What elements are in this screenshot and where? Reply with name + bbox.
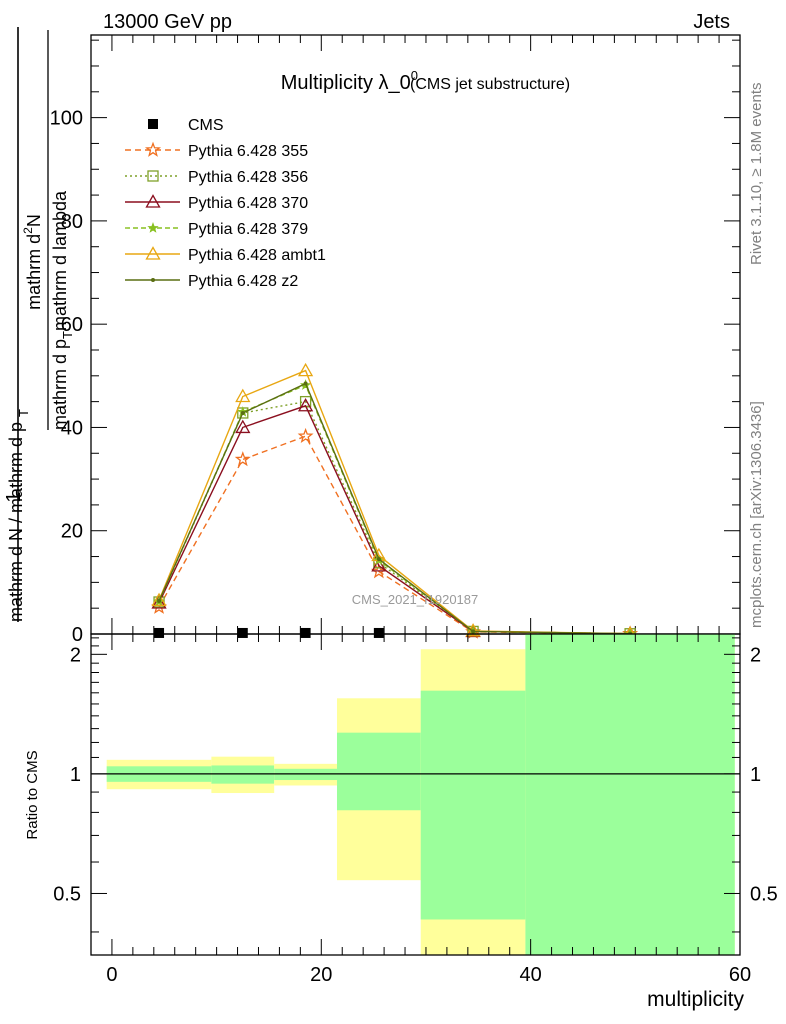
ylabel-outer-den-text: mathrm d N / mathrm d p T — [6, 409, 31, 622]
x-tick-label: 40 — [520, 964, 542, 986]
series-point-0-1 — [234, 451, 251, 467]
analysis-watermark: CMS_2021_I1920187 — [352, 592, 479, 607]
series-point-5-3 — [376, 557, 381, 562]
ylabel-outer-den-sub: T — [16, 409, 31, 417]
series-point-4-4 — [465, 623, 481, 637]
x-axis-label: multiplicity — [647, 988, 744, 1011]
ratio-stat-band-4 — [420, 690, 526, 920]
ylabel-inner-den-group: mathrm d pTmathrm d lambda — [50, 190, 75, 430]
ylabel-outer-den-a: mathrm d N / mathrm d p — [6, 417, 26, 622]
legend-label-4: Pythia 6.428 379 — [188, 221, 308, 238]
legend-marker-4 — [147, 222, 159, 233]
ylabel-inner-den-sub: T — [60, 331, 75, 339]
series-point-5-4 — [471, 629, 476, 634]
series-point-2-2 — [297, 397, 314, 412]
chart-title-sup: 0 — [411, 68, 418, 83]
series-point-2-0 — [151, 595, 167, 609]
legend-label-1: Pythia 6.428 355 — [188, 143, 308, 160]
legend-marker-1 — [145, 141, 161, 157]
legend-marker-2 — [147, 170, 159, 182]
ylabel-inner-den-a: mathrm d p — [50, 339, 70, 430]
series-line-0 — [158, 435, 631, 635]
series-point-4-0 — [151, 592, 167, 607]
main-ytick-label: 20 — [61, 521, 83, 543]
rivet-label: Rivet 3.1.10, ≥ 1.8M events — [748, 83, 765, 266]
main-plot-frame: 0 20 40 60 80 100 — [50, 34, 741, 646]
ylabel-inner-num-text: mathrm d2N — [21, 214, 44, 310]
process-label: Jets — [693, 11, 730, 33]
ratio-stat-band-3 — [336, 732, 421, 811]
ratio-ytick-label-right: 2 — [750, 644, 761, 666]
series-point-4-1 — [235, 388, 251, 403]
ratio-stat-band-1 — [211, 765, 275, 784]
data-point-0 — [154, 627, 165, 638]
series-point-2-1 — [235, 419, 251, 434]
main-ytick-label: 40 — [61, 417, 83, 439]
ylabel-one: 1 — [3, 491, 25, 502]
x-tick-label: 60 — [729, 964, 751, 986]
ratio-ytick-label-left: 0.5 — [53, 883, 81, 905]
series-point-4-2 — [297, 362, 314, 377]
legend-marker-3 — [145, 194, 161, 208]
data-point-1 — [237, 627, 248, 638]
ylabel-inner-den-text: mathrm d pTmathrm d lambda — [50, 190, 75, 430]
chart-subtitle: (CMS jet substructure) — [410, 76, 570, 93]
ratio-ylabel: Ratio to CMS — [24, 750, 41, 839]
legend-label-5: Pythia 6.428 ambt1 — [188, 247, 326, 264]
series-point-5-1 — [240, 410, 245, 415]
data-point-2 — [300, 627, 311, 638]
main-ytick-label: 0 — [72, 624, 83, 646]
legend-label-6: Pythia 6.428 z2 — [188, 273, 298, 290]
ratio-frame-border — [90, 633, 741, 956]
ratio-ytick-label-left: 1 — [70, 764, 81, 786]
mcplots-label: mcplots.cern.ch [arXiv:1306.3436] — [748, 401, 765, 628]
ylabel-outer-den-group: mathrm d N / mathrm d p T — [6, 409, 31, 622]
legend-label-0: CMS — [188, 117, 224, 134]
series-point-5-2 — [303, 381, 308, 386]
ylabel-one-group: 1 — [3, 491, 25, 502]
legend-label-2: Pythia 6.428 356 — [188, 169, 308, 186]
ylabel-inner-num-d: mathrm d — [24, 234, 44, 310]
series-line-5 — [158, 382, 631, 635]
data-point-3 — [373, 627, 384, 638]
chart-title: Multiplicity λ_00 — [281, 68, 418, 94]
legend-marker-6 — [151, 278, 155, 282]
series-point-2-3 — [371, 558, 387, 572]
x-tick-label: 20 — [310, 964, 332, 986]
series-point-5-0 — [157, 598, 162, 603]
energy-label: 13000 GeV pp — [103, 11, 232, 33]
main-ytick-label: 100 — [50, 108, 83, 130]
main-ytick-label: 80 — [61, 211, 83, 233]
ylabel-inner-num-n: N — [24, 214, 44, 227]
ratio-ytick-label-right: 1 — [750, 764, 761, 786]
ratio-ytick-label-left: 2 — [70, 644, 81, 666]
ylabel-inner-num-sup: 2 — [21, 227, 35, 234]
ylabel-inner-num-group: mathrm d2N — [21, 214, 44, 310]
legend: CMS Pythia 6.428 355 Pythia 6.428 356 Pythi… — [125, 117, 326, 290]
ratio-plot-frame: 0 20 40 60 0.5 0.5 1 1 2 2 — [53, 633, 778, 986]
ratio-ytick-label-right: 0.5 — [750, 883, 778, 905]
series-point-0-2 — [297, 427, 314, 443]
chart-title-main: Multiplicity λ_0 — [281, 72, 411, 94]
x-tick-label: 0 — [106, 964, 117, 986]
ratio-stat-band-5 — [525, 634, 735, 955]
main-ytick-label: 60 — [61, 314, 83, 336]
legend-marker-data — [148, 119, 158, 129]
legend-marker-5 — [145, 246, 161, 260]
ylabel-inner-den-b: mathrm d lambda — [50, 190, 70, 331]
mc-series-group — [151, 362, 639, 641]
legend-label-3: Pythia 6.428 370 — [188, 195, 308, 212]
